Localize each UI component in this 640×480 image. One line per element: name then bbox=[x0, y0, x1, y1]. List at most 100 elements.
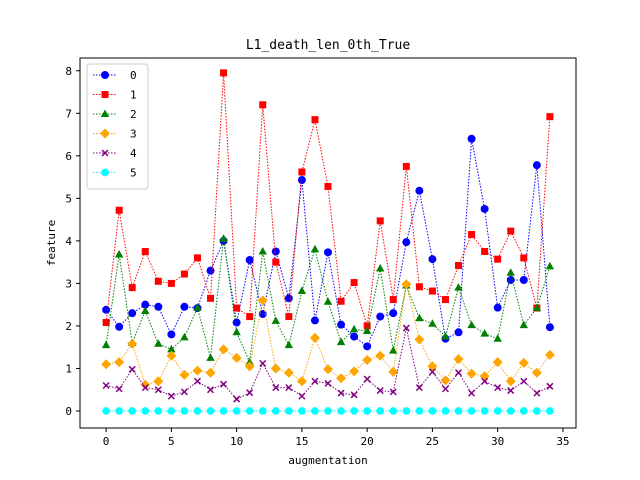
series-2-point bbox=[467, 320, 476, 329]
series-2-point bbox=[284, 340, 294, 349]
series-4-point bbox=[220, 380, 228, 388]
series-4-point bbox=[272, 384, 280, 392]
series-4-point bbox=[350, 391, 358, 399]
series-1 bbox=[102, 69, 554, 330]
series-3-point bbox=[166, 350, 177, 361]
series-3-point bbox=[518, 357, 529, 368]
series-2-point bbox=[114, 249, 124, 258]
series-5-point bbox=[467, 407, 476, 415]
y-axis-label: feature bbox=[45, 220, 58, 266]
x-axis-ticks: 0 5 10 15 20 25 30 35 bbox=[103, 428, 570, 448]
series-2-point bbox=[271, 316, 280, 324]
x-tick-label: 5 bbox=[168, 435, 175, 448]
series-4-point bbox=[441, 385, 450, 393]
series-3-point bbox=[362, 354, 373, 365]
series-1-point bbox=[207, 294, 215, 302]
series-1-point bbox=[494, 255, 502, 263]
series-4-point bbox=[481, 377, 489, 385]
series-0-point bbox=[232, 318, 241, 327]
series-2-point bbox=[532, 303, 542, 312]
series-2-point bbox=[480, 329, 489, 337]
series-4-point bbox=[324, 379, 332, 387]
series-5-point bbox=[141, 407, 149, 415]
x-tick-label: 0 bbox=[103, 435, 110, 448]
series-2-point bbox=[180, 332, 189, 341]
series-4-point bbox=[298, 392, 306, 400]
series-5-point bbox=[441, 407, 450, 415]
series-5-point bbox=[259, 407, 267, 415]
series-5-point bbox=[298, 407, 306, 415]
y-tick-label: 4 bbox=[65, 235, 72, 248]
series-3-line bbox=[106, 284, 551, 386]
legend-marker bbox=[101, 149, 109, 157]
series-0-point bbox=[350, 332, 359, 341]
series-4-point bbox=[376, 387, 384, 395]
series-5-point bbox=[493, 407, 502, 415]
series-2-point bbox=[454, 283, 463, 291]
series-1-point bbox=[468, 230, 476, 238]
series-0-point bbox=[310, 316, 319, 325]
y-tick-label: 2 bbox=[65, 320, 72, 333]
series-2-point bbox=[297, 286, 307, 295]
legend-item-4: 4 bbox=[93, 147, 137, 160]
legend-label: 5 bbox=[130, 167, 137, 180]
series-5-point bbox=[507, 407, 515, 415]
series-1-point bbox=[141, 248, 149, 256]
series-4-point bbox=[193, 377, 202, 385]
series-3-point bbox=[153, 376, 164, 387]
y-tick-label: 6 bbox=[65, 150, 72, 163]
series-4-point bbox=[167, 392, 175, 400]
series-0-point bbox=[363, 342, 372, 351]
legend-item-2: 2 bbox=[93, 108, 137, 121]
series-1-point bbox=[415, 283, 423, 291]
series-1-point bbox=[180, 270, 188, 278]
series-1-point bbox=[233, 304, 241, 312]
series-0-point bbox=[271, 247, 280, 256]
series-4-point bbox=[428, 368, 436, 376]
series-0-point bbox=[206, 266, 215, 275]
series-5-point bbox=[154, 407, 163, 415]
series-5-point bbox=[272, 407, 280, 415]
x-tick-label: 35 bbox=[556, 435, 569, 448]
series-5-point bbox=[428, 407, 437, 415]
series-2-point bbox=[323, 297, 333, 305]
series-4-point bbox=[363, 375, 371, 383]
x-tick-label: 25 bbox=[426, 435, 439, 448]
series-3-point bbox=[205, 367, 216, 378]
series-5-point bbox=[193, 407, 202, 415]
series-1-point bbox=[220, 69, 228, 77]
series-2-point bbox=[428, 319, 437, 327]
series-0-point bbox=[324, 248, 332, 257]
series-4-point bbox=[533, 389, 541, 397]
series-0-point bbox=[532, 161, 541, 170]
series-2-point bbox=[245, 357, 254, 366]
series-3-point bbox=[140, 379, 151, 390]
series-5-point bbox=[245, 407, 254, 415]
series-1-point bbox=[128, 284, 136, 292]
series-1-point bbox=[246, 313, 254, 321]
series-5-point bbox=[389, 407, 397, 415]
series-0-point bbox=[115, 322, 124, 331]
series-3-point bbox=[544, 349, 555, 360]
legend-item-0: 0 bbox=[93, 69, 137, 82]
series-1-point bbox=[376, 217, 384, 225]
legend-item-3: 3 bbox=[93, 128, 137, 141]
series-2-point bbox=[506, 268, 515, 276]
series-5-point bbox=[285, 407, 293, 415]
series-0-point bbox=[258, 310, 267, 319]
series-2-point bbox=[389, 346, 398, 354]
series-0-point bbox=[376, 312, 385, 321]
series-1-point bbox=[115, 206, 123, 214]
series-0-point bbox=[154, 302, 163, 311]
legend-marker bbox=[100, 109, 110, 117]
series-3-point bbox=[192, 365, 203, 376]
series-5-point bbox=[546, 407, 554, 415]
series-0-point bbox=[180, 302, 189, 311]
series-2-point bbox=[545, 261, 555, 270]
series-2-point bbox=[376, 264, 385, 272]
series-5-point bbox=[232, 407, 241, 415]
series-1-point bbox=[285, 313, 293, 321]
plot-series bbox=[101, 69, 555, 415]
series-3-point bbox=[466, 368, 477, 379]
